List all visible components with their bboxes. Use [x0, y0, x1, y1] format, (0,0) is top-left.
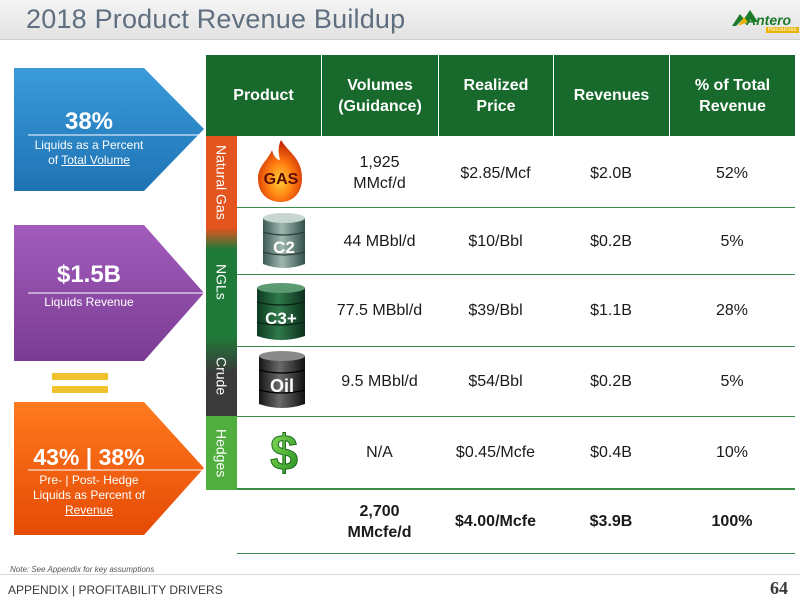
callout-arrow-shape [14, 225, 204, 361]
cell-revenue: $0.2B [590, 232, 632, 250]
cell-revenue: $2.0B [590, 164, 632, 182]
column-header-pct-revenue: % of Total Revenue [669, 55, 795, 136]
callout-liquids-revenue: $1.5B Liquids Revenue [14, 225, 204, 361]
column-header-price: Realized Price [438, 55, 553, 136]
total-divider [237, 488, 795, 490]
cell-pct-revenue: 52% [715, 164, 749, 182]
cell-revenue: $0.4B [590, 444, 632, 461]
cell-pct-revenue: 5% [720, 232, 744, 250]
column-header-revenues: Revenues [553, 55, 669, 136]
row-divider [237, 207, 795, 208]
mountain-logo-icon [732, 10, 758, 26]
cell-volume: N/A [366, 444, 393, 461]
cell-price: $10/Bbl [468, 232, 523, 250]
gas-flame-icon: GAS [258, 140, 302, 202]
cell-pct-revenue: 10% [715, 444, 749, 461]
callout-value: $1.5B [56, 261, 122, 288]
row-divider [237, 274, 795, 275]
company-logo: Antero Resources [730, 4, 799, 36]
callout-arrow-shape [14, 402, 204, 535]
page-title: 2018 Product Revenue Buildup [26, 4, 406, 34]
cell-volume: 1,925 MMcf/d [353, 154, 406, 192]
cell-pct-revenue: 5% [720, 373, 744, 390]
gas-label: GAS [264, 171, 299, 188]
group-label-crude: Crude [206, 336, 237, 416]
callout-caption: Liquids as a Percent [34, 138, 144, 152]
page-number: 64 [770, 578, 788, 598]
dollar-sign-icon: $ [270, 425, 299, 479]
group-label-hedges: Hedges [206, 416, 237, 490]
callout-caption-prefix: of [48, 153, 62, 167]
column-header-volumes: Volumes (Guidance) [321, 55, 438, 136]
total-price: $4.00/Mcfe [455, 513, 536, 530]
logo-subtitle: Resources [766, 27, 799, 33]
barrel-label: C3+ [265, 309, 297, 328]
callout-value: 38% [64, 108, 114, 135]
equals-sign-top [52, 373, 108, 380]
callout-arrow-shape [14, 68, 204, 191]
cell-revenue: $1.1B [590, 302, 632, 319]
total-volume-link: Total Volume [61, 153, 130, 167]
footer-section-label: APPENDIX | PROFITABILITY DRIVERS [8, 583, 223, 597]
barrel-icon: C3+ [256, 283, 306, 340]
column-header-product: Product [233, 87, 294, 104]
cell-revenue: $0.2B [590, 373, 632, 390]
callout-liquids-volume: 38% Liquids as a Percent of Total Volume [14, 68, 204, 191]
callout-caption-line1: Pre- | Post- Hedge [39, 473, 139, 487]
revenue-link: Revenue [64, 503, 114, 517]
cell-price: $39/Bbl [468, 302, 523, 319]
total-pct-revenue: 100% [711, 513, 753, 530]
cell-price: $2.85/Mcf [460, 164, 531, 182]
header-bar [0, 0, 800, 40]
footer-divider [0, 574, 800, 575]
group-label-ngls: NGLs [206, 228, 237, 336]
barrel-label: Oil [270, 376, 294, 396]
group-label-natural-gas: Natural Gas [206, 136, 237, 228]
row-divider [237, 553, 795, 554]
callout-value: 43% | 38% [33, 444, 145, 470]
callout-caption-line2: Liquids as Percent of [32, 488, 146, 502]
cell-price: $0.45/Mcfe [455, 444, 536, 461]
cell-price: $54/Bbl [468, 373, 523, 390]
total-revenue: $3.9B [589, 513, 633, 530]
cell-volume: 9.5 MBbl/d [341, 373, 418, 390]
cell-volume: 77.5 MBbl/d [336, 302, 423, 319]
row-divider [237, 416, 795, 417]
barrel-icon: Oil [258, 351, 306, 408]
total-volume: 2,700 MMcfe/d [347, 502, 412, 541]
barrel-label: C2 [273, 238, 295, 257]
logo-name: Antero [746, 12, 792, 28]
equals-sign-bottom [52, 386, 108, 393]
table-header: Product Volumes (Guidance) Realized Price … [206, 55, 795, 136]
cell-pct-revenue: 28% [715, 302, 749, 319]
row-divider [237, 346, 795, 347]
callout-caption: Liquids Revenue [44, 295, 134, 309]
barrel-icon: C2 [262, 213, 306, 268]
callout-liquids-revenue-percent: 43% | 38% Pre- | Post- Hedge Liquids as … [14, 402, 204, 535]
footnote: Note: See Appendix for key assumptions [10, 565, 155, 574]
cell-volume: 44 MBbl/d [343, 232, 416, 250]
svg-text:$: $ [270, 425, 298, 478]
